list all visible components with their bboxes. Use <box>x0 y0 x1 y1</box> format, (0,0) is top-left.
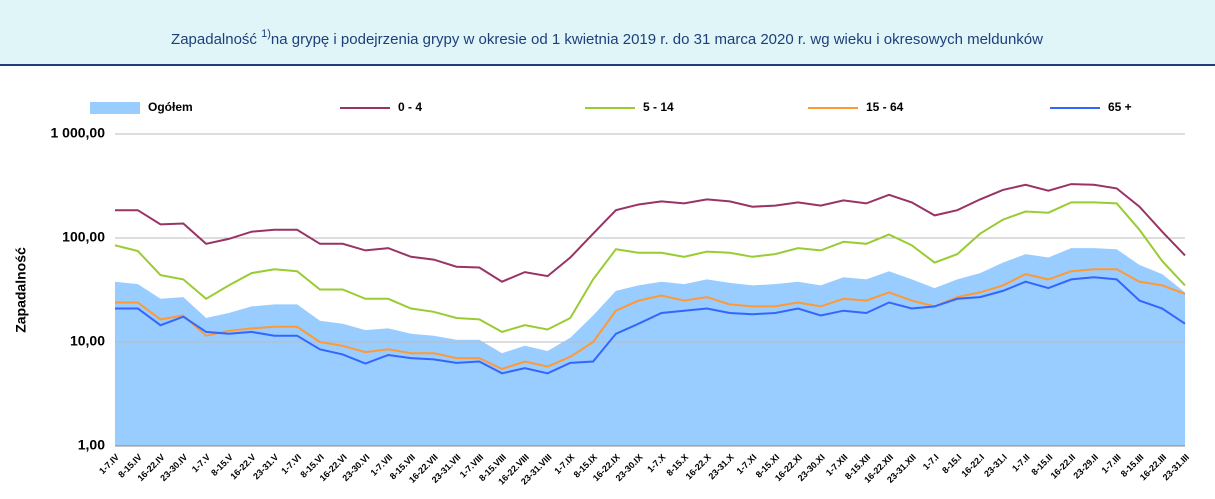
title-rest: na grypę i podejrzenia grypy w okresie o… <box>271 31 1043 48</box>
area <box>115 248 1185 446</box>
legend-label: 0 - 4 <box>398 100 422 114</box>
legend-swatch <box>90 102 140 114</box>
y-axis-label: Zapadalność <box>13 247 29 333</box>
y-tick-label: 100,00 <box>62 229 105 245</box>
header-band <box>0 0 1215 64</box>
x-tick-label: 16-22.I <box>959 452 986 479</box>
legend-label: 65 + <box>1108 100 1132 114</box>
legend-label: Ogółem <box>148 100 193 114</box>
legend-label: 15 - 64 <box>866 100 904 114</box>
x-tick-label: 23-31.V <box>251 452 280 481</box>
x-tick-label: 23-31.I <box>982 452 1009 479</box>
chart-title: Zapadalność 1)na grypę i podejrzenia gry… <box>171 28 1043 48</box>
title-note: 1) <box>261 28 271 40</box>
x-tick-label: 1-7.I <box>921 452 941 472</box>
y-tick-label: 1 000,00 <box>51 125 106 141</box>
line <box>115 183 1186 283</box>
title-text: Zapadalność <box>171 31 257 48</box>
y-tick-label: 1,00 <box>78 437 105 453</box>
legend-label: 5 - 14 <box>643 100 674 114</box>
y-tick-label: 10,00 <box>70 333 105 349</box>
line <box>114 201 1186 333</box>
line <box>115 268 1186 371</box>
x-tick-label: 23-31.X <box>706 452 735 481</box>
line <box>115 276 1186 375</box>
x-tick-label: 23-29.II <box>1071 452 1100 481</box>
